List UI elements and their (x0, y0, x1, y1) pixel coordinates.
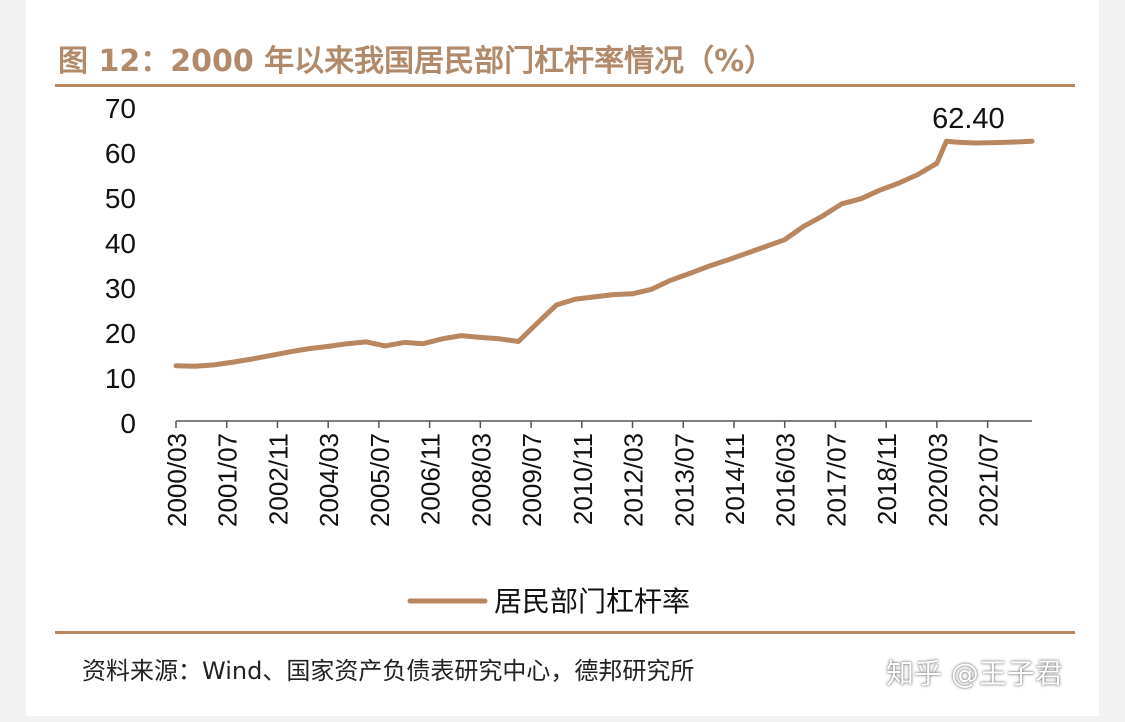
x-axis: 2000/03 2001/07 2002/11 2004/03 2005/07 2006/… (162, 420, 1032, 527)
plot-area: 62.40 (173, 103, 1035, 369)
x-tick-label: 2013/07 (669, 433, 699, 527)
x-tick-label: 2000/03 (162, 433, 192, 527)
x-tick-label: 2001/07 (213, 433, 243, 527)
y-tick-label: 40 (105, 228, 136, 259)
y-tick-label: 30 (105, 273, 136, 304)
x-tick-label: 2017/07 (821, 433, 851, 527)
figure-card (26, 0, 1099, 716)
legend: 居民部门杠杆率 (407, 585, 690, 618)
y-axis: 0 10 20 30 40 50 60 70 (105, 93, 136, 439)
y-tick-label: 60 (105, 138, 136, 169)
footer-rule (55, 631, 1075, 634)
y-tick-label: 70 (105, 93, 136, 124)
y-tick-label: 0 (120, 408, 136, 439)
figure-title: 图 12：2000 年以来我国居民部门杠杆率情况（%） (58, 44, 775, 79)
x-tick-label: 2010/11 (568, 433, 598, 525)
legend-label: 居民部门杠杆率 (494, 585, 690, 618)
x-tick-label: 2009/07 (517, 433, 547, 527)
x-tick-label: 2008/03 (466, 433, 496, 527)
x-tick-label: 2014/11 (720, 433, 750, 525)
x-tick-label: 2016/03 (771, 433, 801, 527)
y-tick-label: 50 (105, 183, 136, 214)
watermark: 知乎 @王子君 (886, 657, 1063, 690)
x-tick-label: 2021/07 (974, 433, 1004, 527)
x-tick-label: 2005/07 (365, 433, 395, 527)
x-tick-label: 2018/11 (872, 433, 902, 525)
y-tick-label: 10 (105, 363, 136, 394)
annotation-label: 62.40 (932, 103, 1005, 135)
series-line (173, 138, 1035, 369)
x-tick-label: 2020/03 (923, 433, 953, 527)
x-tick-label: 2004/03 (314, 433, 344, 527)
source-note: 资料来源：Wind、国家资产负债表研究中心，德邦研究所 (82, 657, 695, 685)
x-tick-label: 2006/11 (416, 433, 446, 525)
x-tick-label: 2002/11 (263, 433, 293, 525)
x-tick-label: 2012/03 (619, 433, 649, 527)
title-underline-rule (55, 84, 1075, 87)
y-tick-label: 20 (105, 318, 136, 349)
